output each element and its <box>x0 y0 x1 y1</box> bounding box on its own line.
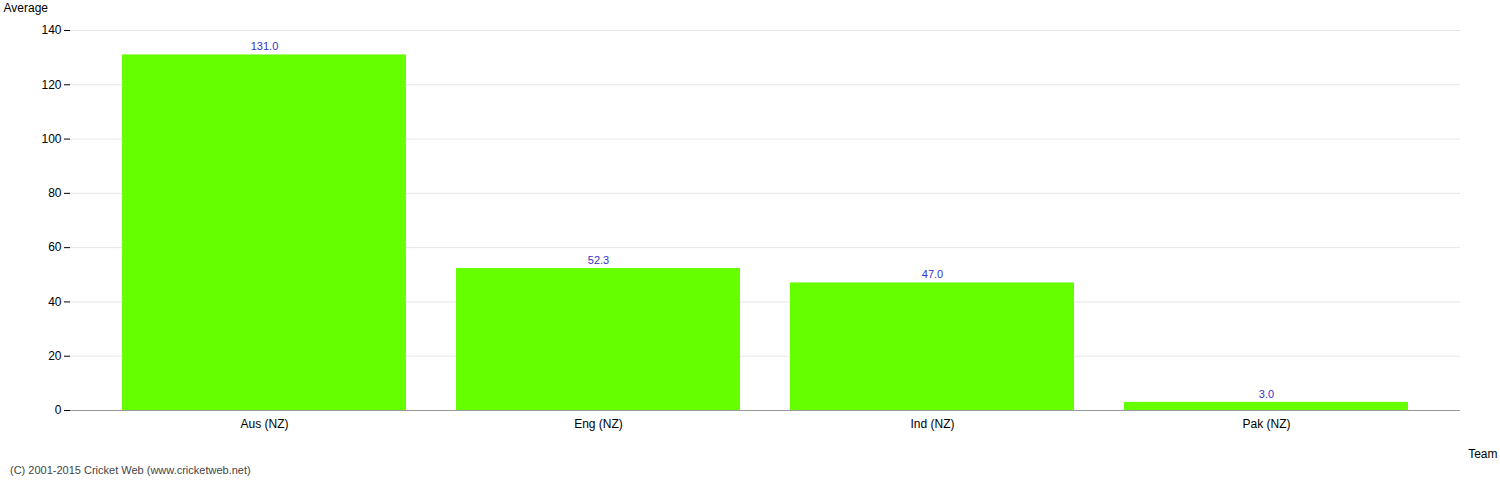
svg-text:Team: Team <box>1468 447 1497 461</box>
svg-text:131.0: 131.0 <box>251 40 279 52</box>
svg-text:20: 20 <box>48 349 62 363</box>
svg-text:Ind (NZ): Ind (NZ) <box>910 417 954 431</box>
svg-text:0: 0 <box>55 403 62 417</box>
svg-text:3.0: 3.0 <box>1259 388 1274 400</box>
svg-text:100: 100 <box>41 132 61 146</box>
svg-text:Eng (NZ): Eng (NZ) <box>574 417 623 431</box>
svg-text:Aus (NZ): Aus (NZ) <box>241 417 289 431</box>
svg-text:120: 120 <box>41 78 61 92</box>
svg-text:60: 60 <box>48 240 62 254</box>
svg-text:40: 40 <box>48 295 62 309</box>
svg-text:140: 140 <box>41 23 61 37</box>
html-text:(C) 2001-2015 Cricket Web (www: (C) 2001-2015 Cricket Web (www.cricketwe… <box>10 464 251 476</box>
svg-text:47.0: 47.0 <box>922 268 943 280</box>
svg-text:Pak (NZ): Pak (NZ) <box>1243 417 1291 431</box>
svg-text:80: 80 <box>48 186 62 200</box>
svg-text:52.3: 52.3 <box>588 254 609 266</box>
svg-text:Average: Average <box>4 1 49 15</box>
